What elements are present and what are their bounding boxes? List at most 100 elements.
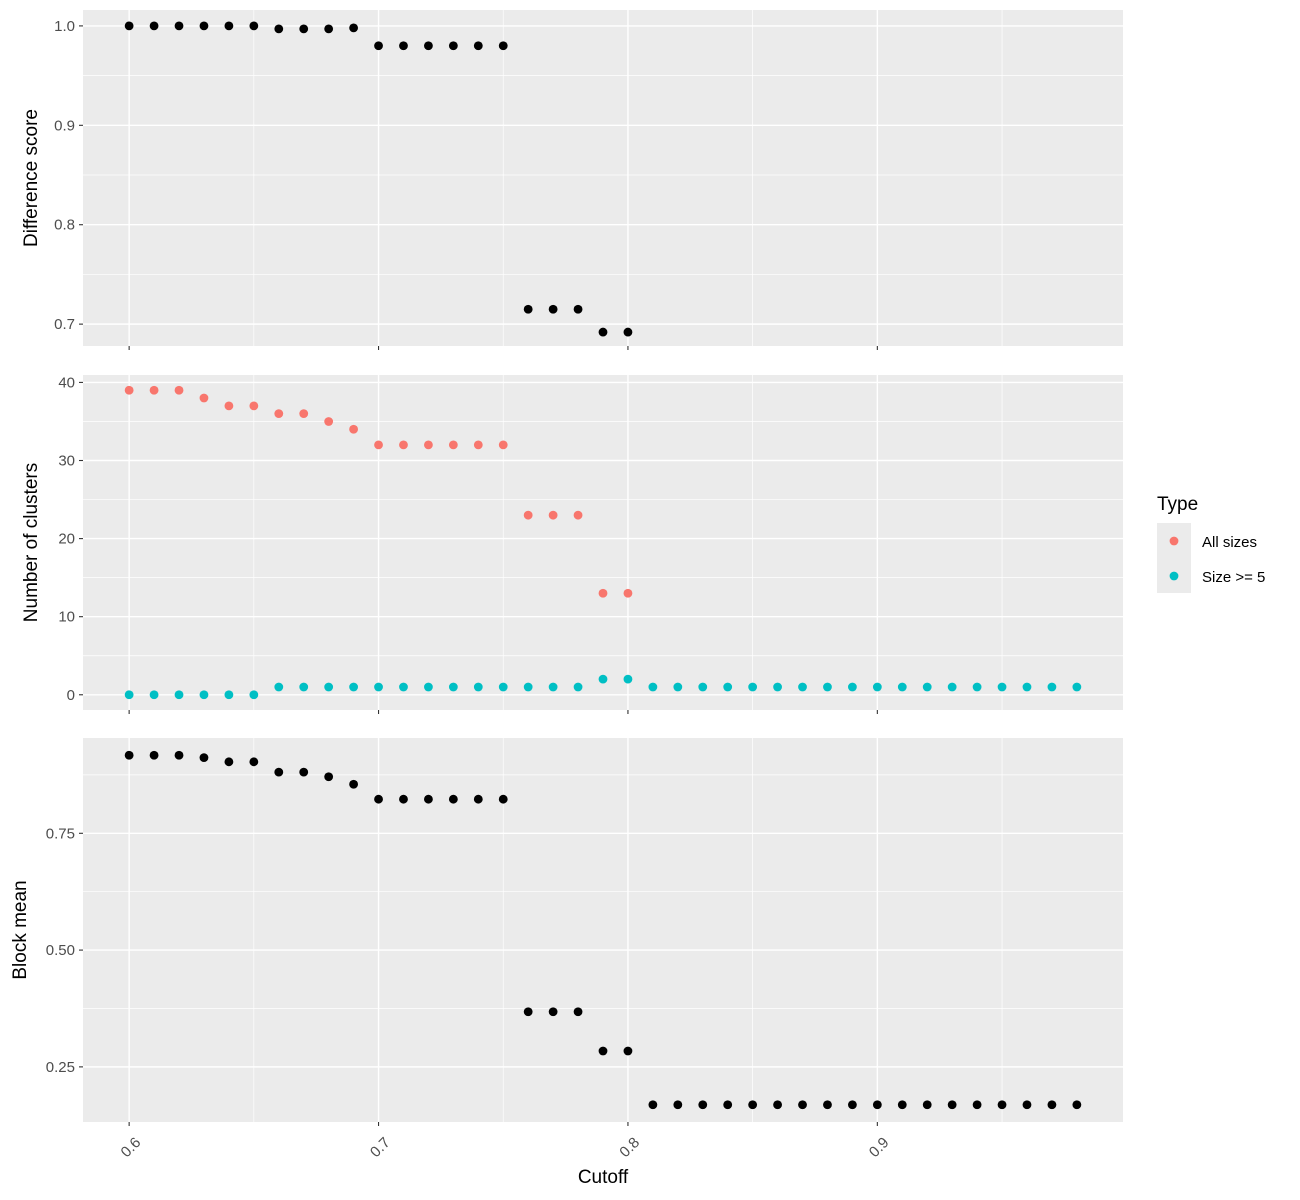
- data-point: [872, 682, 882, 692]
- data-point: [473, 682, 483, 692]
- data-point: [249, 690, 259, 700]
- series-2-1: [124, 385, 633, 598]
- data-point: [224, 690, 234, 700]
- data-point: [798, 1100, 807, 1110]
- legend-label-size-5: Size >= 5: [1202, 569, 1265, 586]
- y-axis-title: Difference score: [21, 109, 42, 247]
- data-point: [473, 440, 483, 450]
- data-point: [498, 794, 508, 804]
- data-point: [1047, 1100, 1057, 1110]
- panels-group: 0.7 0.8 0.9 1.0 Difference score 0 10 20 30 40 Num…: [10, 10, 1123, 1126]
- data-point: [947, 1100, 957, 1110]
- data-point: [299, 24, 309, 34]
- data-point: [523, 682, 533, 692]
- data-point: [448, 682, 458, 692]
- x-tick-label: 0.9: [866, 1134, 893, 1161]
- data-point: [149, 690, 159, 700]
- y-tick-label: 0.50: [46, 942, 75, 959]
- data-point: [573, 682, 583, 692]
- data-point: [224, 21, 234, 31]
- x-axis: 0.6 0.7 0.8 0.9: [118, 1134, 893, 1161]
- data-point: [448, 794, 458, 804]
- y-tick-label: 0.75: [46, 825, 75, 842]
- data-point: [174, 385, 184, 395]
- data-point: [349, 779, 358, 789]
- data-point: [274, 409, 284, 419]
- data-point: [324, 417, 334, 426]
- data-point: [897, 682, 907, 692]
- y-tick-label: 20: [58, 531, 75, 548]
- data-point: [274, 767, 284, 777]
- data-point: [947, 682, 957, 692]
- data-point: [324, 24, 334, 34]
- data-point: [149, 21, 159, 31]
- data-point: [124, 750, 134, 760]
- data-point: [299, 682, 309, 692]
- data-point: [224, 401, 234, 411]
- y-tick-label: 0.8: [54, 217, 75, 234]
- data-point: [548, 510, 558, 520]
- x-tick-label: 0.8: [616, 1134, 643, 1161]
- data-point: [424, 682, 433, 692]
- data-point: [274, 24, 284, 34]
- data-point: [399, 440, 408, 450]
- data-point: [723, 682, 733, 692]
- data-point: [374, 41, 383, 51]
- data-point: [448, 41, 458, 51]
- data-point: [623, 674, 633, 684]
- data-point: [922, 682, 932, 692]
- data-point: [548, 304, 558, 314]
- data-point: [548, 1007, 558, 1017]
- data-point: [1022, 1100, 1032, 1110]
- data-point: [623, 588, 633, 598]
- data-point: [448, 440, 458, 450]
- data-point: [498, 682, 508, 692]
- data-point: [523, 510, 533, 520]
- data-point: [473, 794, 483, 804]
- data-point: [848, 1100, 857, 1110]
- data-point: [199, 21, 209, 31]
- panel-background: [83, 738, 1123, 1122]
- data-point: [673, 1100, 683, 1110]
- data-point: [174, 21, 184, 31]
- panel-2: 0 10 20 30 40 Number of clusters: [21, 374, 1123, 714]
- data-point: [1072, 682, 1082, 692]
- data-point: [823, 682, 832, 692]
- y-tick-label: 0.9: [54, 117, 75, 134]
- data-point: [1022, 682, 1032, 692]
- data-point: [648, 682, 658, 692]
- legend-key-all-sizes: [1169, 536, 1179, 546]
- y-tick-label: 0: [67, 687, 75, 704]
- data-point: [424, 794, 433, 804]
- data-point: [997, 682, 1007, 692]
- y-tick-label: 0.7: [54, 316, 75, 333]
- y-tick-label: 10: [58, 609, 75, 626]
- data-point: [598, 674, 608, 684]
- panel-background: [83, 375, 1123, 710]
- data-point: [573, 1007, 583, 1017]
- data-point: [573, 304, 583, 314]
- data-point: [673, 682, 683, 692]
- data-point: [548, 682, 558, 692]
- legend-label-all-sizes: All sizes: [1202, 534, 1257, 551]
- data-point: [399, 41, 408, 51]
- data-point: [124, 690, 134, 700]
- data-point: [199, 690, 209, 700]
- data-point: [698, 682, 708, 692]
- data-point: [299, 767, 309, 777]
- data-point: [1047, 682, 1057, 692]
- legend-title: Type: [1157, 494, 1198, 515]
- data-point: [149, 385, 159, 395]
- y-tick-label: 40: [58, 374, 75, 391]
- data-point: [473, 41, 483, 51]
- data-point: [723, 1100, 733, 1110]
- legend: Type All sizes Size >= 5: [1157, 494, 1265, 593]
- data-point: [972, 1100, 982, 1110]
- data-point: [349, 23, 358, 33]
- data-point: [598, 1046, 608, 1056]
- series-3-1: [124, 750, 1082, 1110]
- data-point: [623, 1046, 633, 1056]
- data-point: [199, 393, 209, 403]
- data-point: [997, 1100, 1007, 1110]
